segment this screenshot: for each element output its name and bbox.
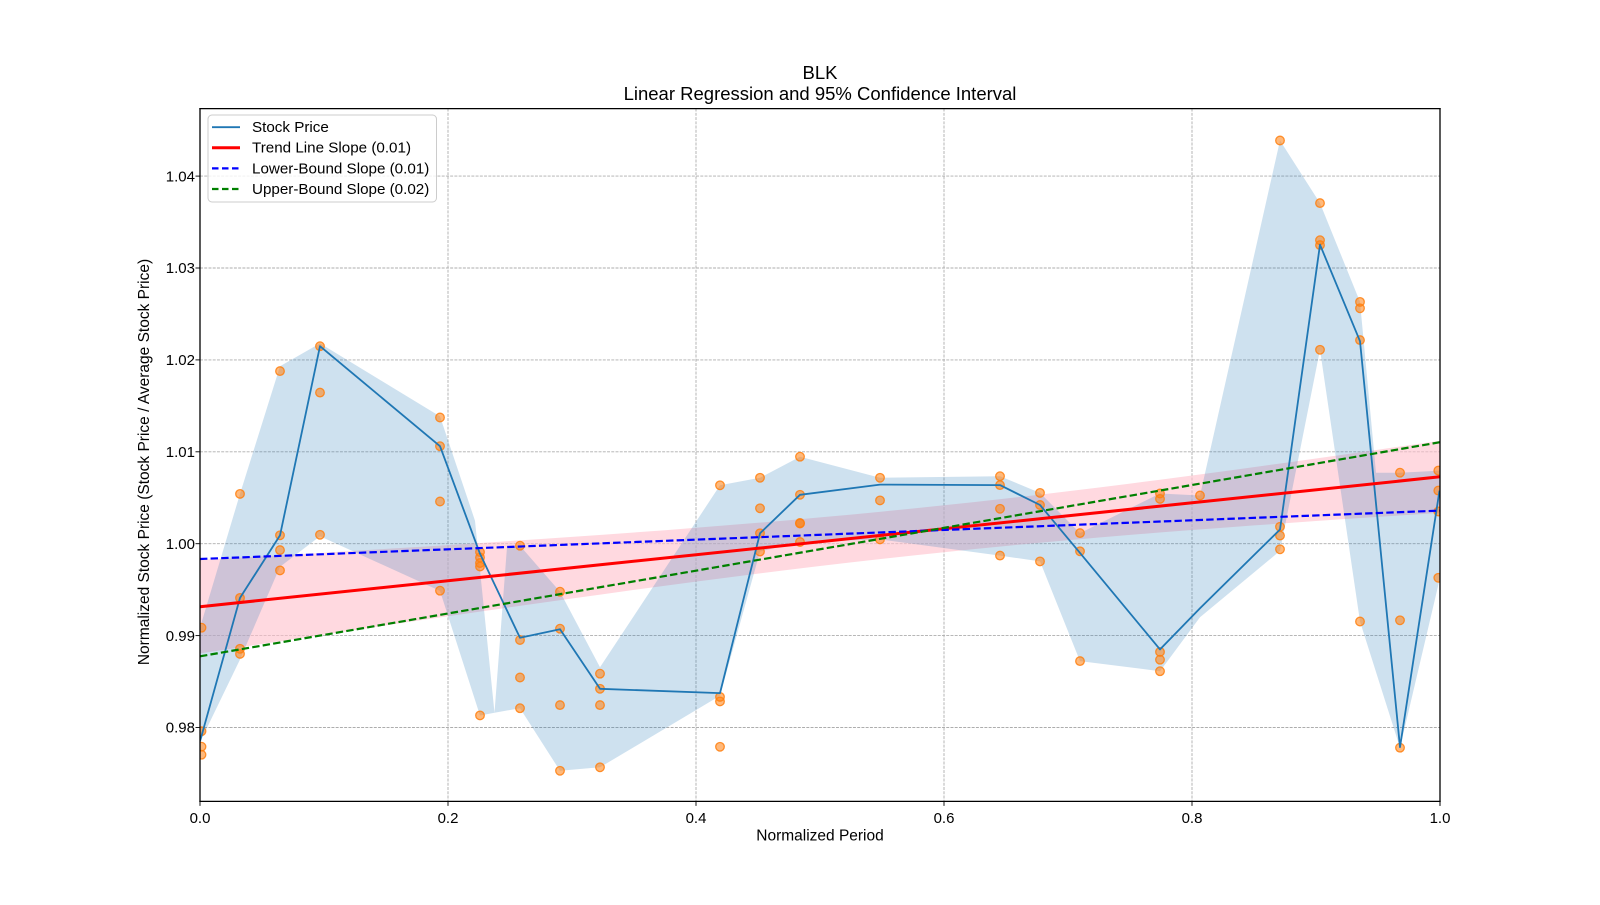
svg-text:1.03: 1.03 [166, 260, 195, 277]
svg-text:0.6: 0.6 [934, 810, 955, 827]
svg-text:Normalized Period: Normalized Period [756, 828, 884, 845]
svg-text:0.8: 0.8 [1182, 810, 1203, 827]
svg-text:0.98: 0.98 [166, 720, 195, 737]
svg-text:0.99: 0.99 [166, 628, 195, 645]
svg-text:1.02: 1.02 [166, 352, 195, 369]
svg-text:Trend Line Slope (0.01): Trend Line Slope (0.01) [252, 140, 411, 157]
svg-text:1.04: 1.04 [166, 168, 195, 185]
svg-text:0.0: 0.0 [190, 810, 211, 827]
svg-text:1.0: 1.0 [1430, 810, 1451, 827]
svg-text:Lower-Bound Slope (0.01): Lower-Bound Slope (0.01) [252, 160, 429, 177]
svg-text:Normalized Stock Price (Stock: Normalized Stock Price (Stock Price / Av… [136, 259, 153, 665]
svg-text:Stock Price: Stock Price [252, 119, 329, 136]
svg-text:Upper-Bound Slope (0.02): Upper-Bound Slope (0.02) [252, 181, 429, 198]
svg-text:1.00: 1.00 [166, 536, 195, 553]
svg-text:1.01: 1.01 [166, 444, 195, 461]
svg-text:0.2: 0.2 [438, 810, 459, 827]
svg-text:BLK: BLK [803, 62, 839, 83]
svg-text:0.4: 0.4 [686, 810, 707, 827]
svg-text:Linear Regression and 95% Conf: Linear Regression and 95% Confidence Int… [624, 83, 1017, 104]
